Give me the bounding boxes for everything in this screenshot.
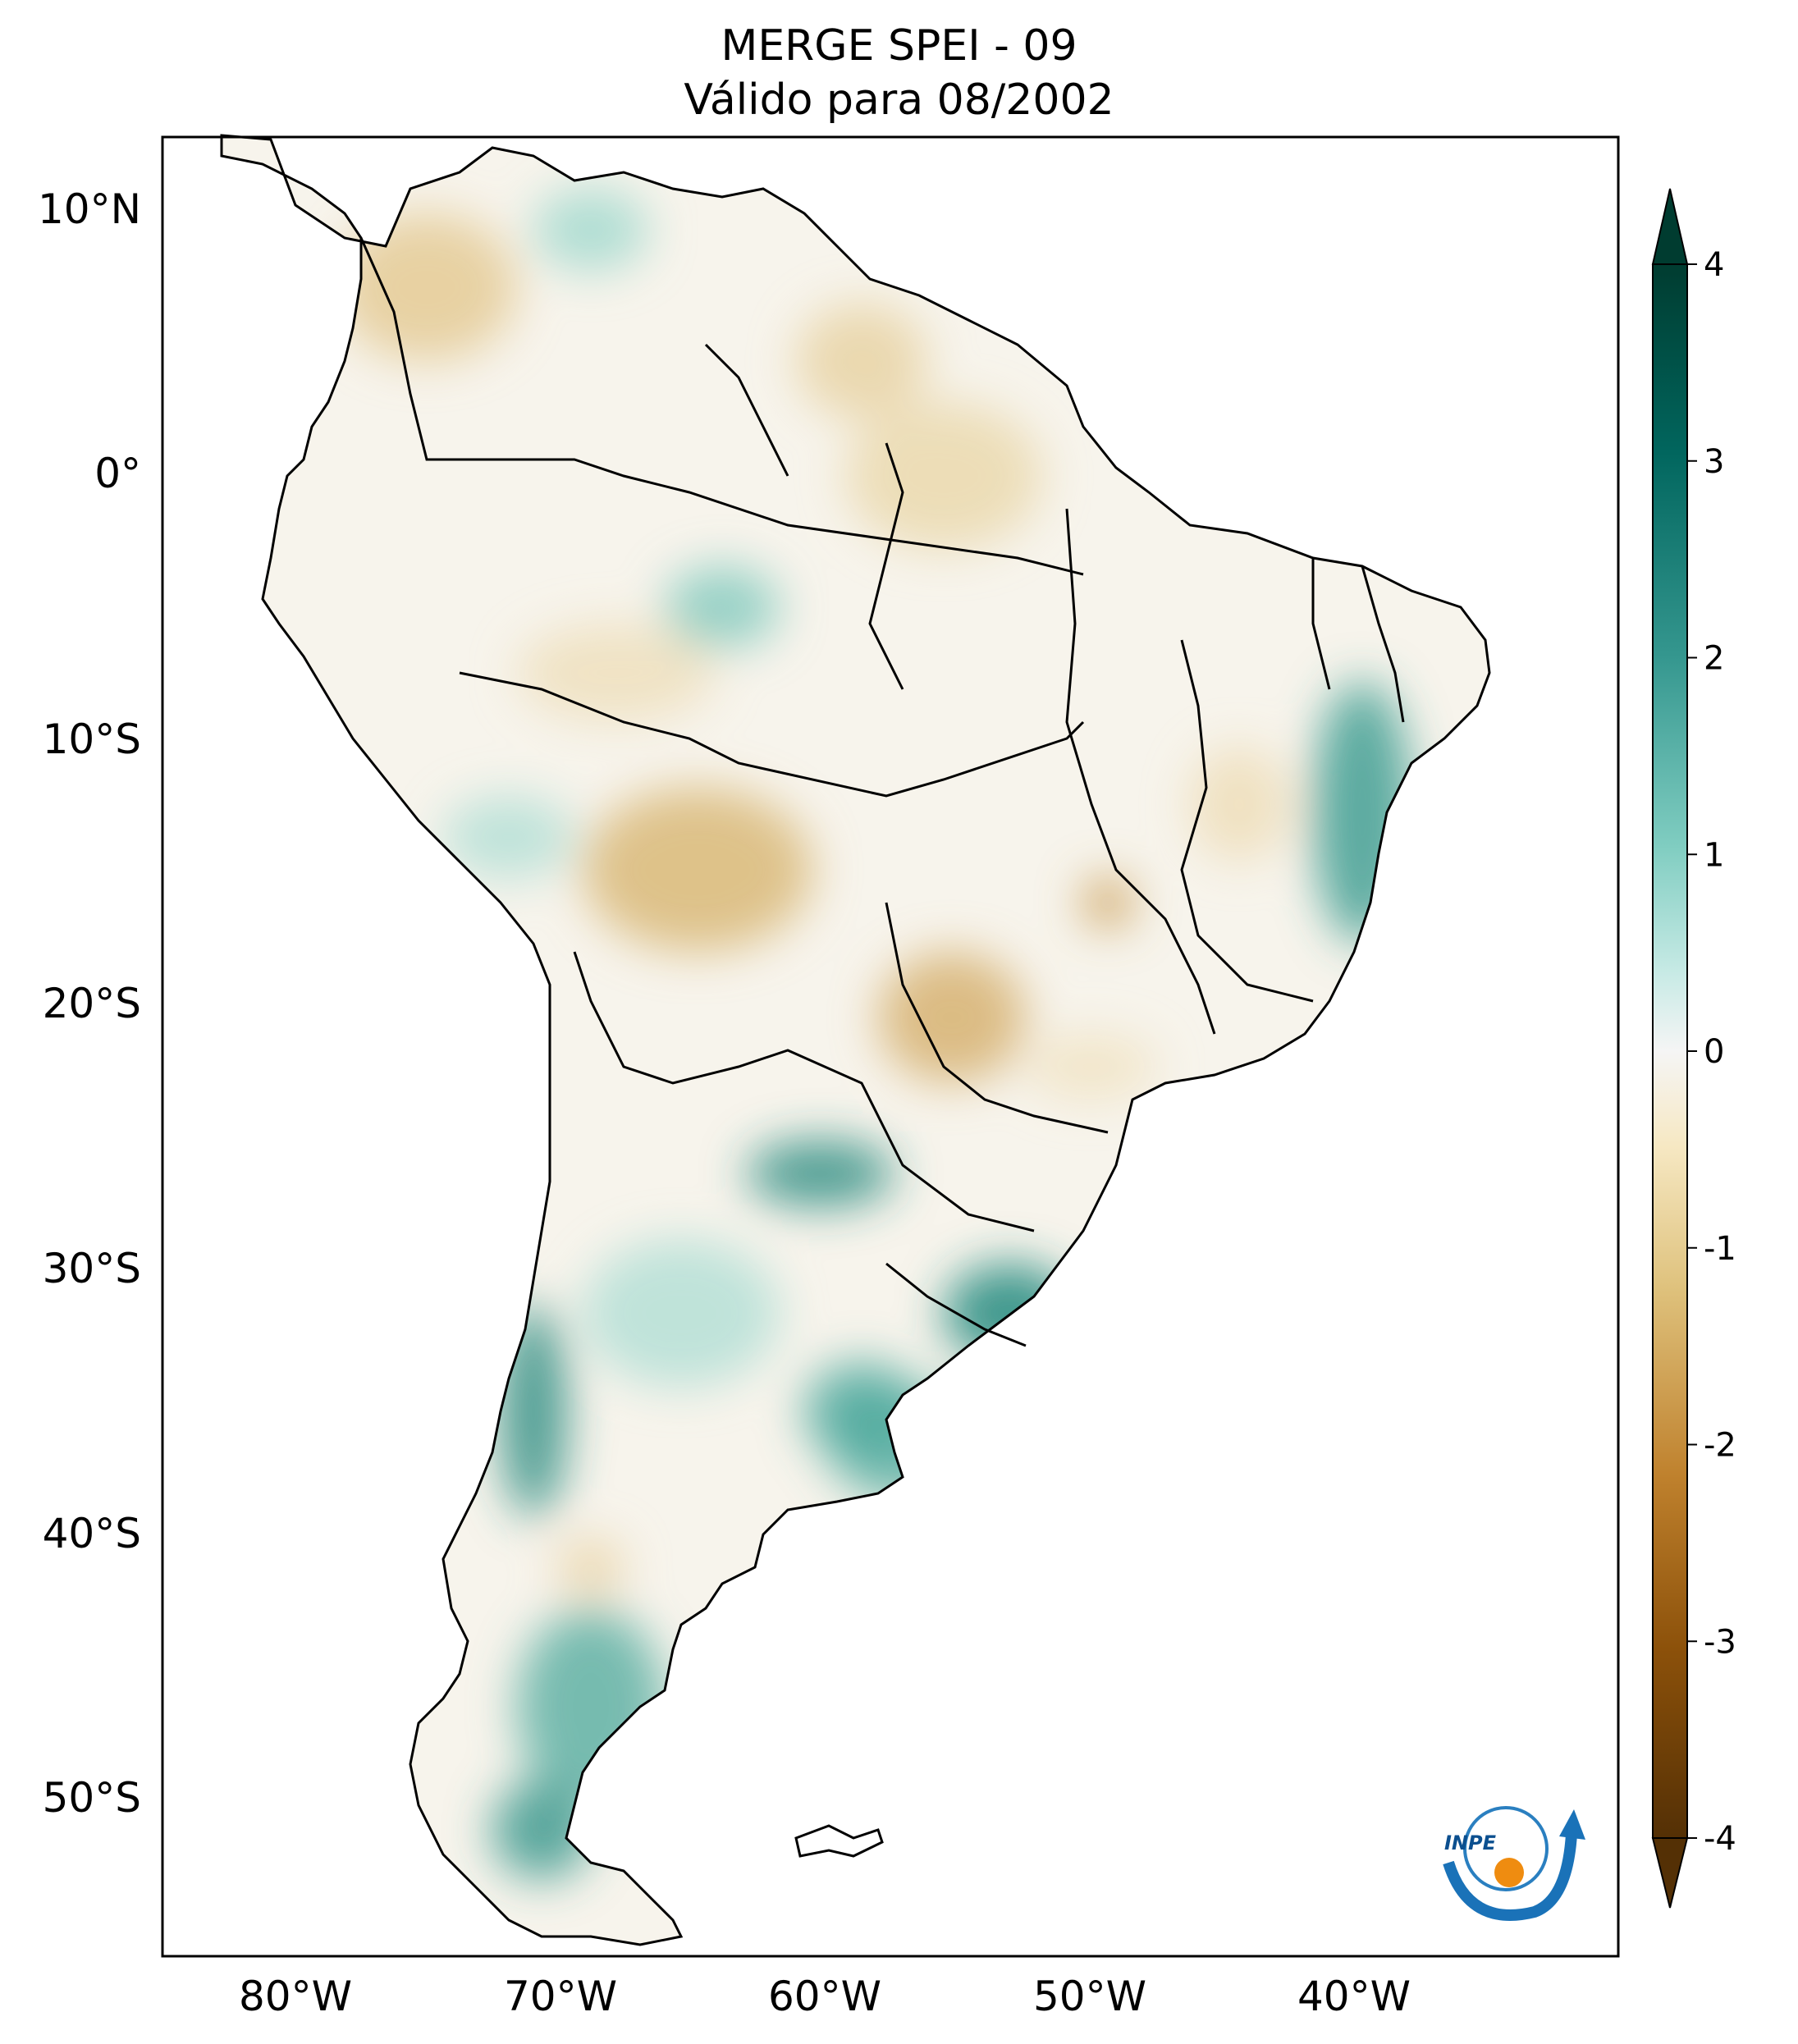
lat-tick-50s: 50°S — [43, 1774, 141, 1822]
colorbar-tick-label: 1 — [1704, 836, 1724, 874]
colorbar-tick-label: -4 — [1704, 1820, 1736, 1858]
lon-tick-80w: 80°W — [239, 1973, 352, 2020]
map-title-line2: Válido para 08/2002 — [684, 75, 1114, 125]
lat-tick-20s: 20°S — [43, 980, 141, 1027]
colorbar-bottom-extend — [1651, 1837, 1689, 1909]
lat-tick-0: 0° — [94, 450, 141, 497]
colorbar: 4 3 2 1 0 -1 -2 -3 -4 — [1651, 188, 1736, 1909]
colorbar-tick-label: 2 — [1704, 640, 1724, 678]
lon-tick-60w: 60°W — [768, 1973, 881, 2020]
colorbar-top-extend — [1651, 188, 1689, 265]
colorbar-tick-label: 4 — [1704, 246, 1724, 284]
lon-tick-labels: 80°W 70°W 60°W 50°W 40°W — [239, 1973, 1411, 2020]
lon-tick-70w: 70°W — [504, 1973, 617, 2020]
inpe-logo — [1443, 1806, 1585, 1921]
colorbar-tick-label: -1 — [1704, 1230, 1736, 1268]
inpe-logo-text: INPE — [1444, 1831, 1496, 1854]
spei-field — [222, 135, 1489, 1945]
map-frame — [161, 135, 1620, 1958]
lat-tick-30s: 30°S — [43, 1245, 141, 1292]
lon-tick-50w: 50°W — [1033, 1973, 1146, 2020]
lat-tick-10n: 10°N — [38, 185, 141, 233]
colorbar-tick-label: 3 — [1704, 443, 1724, 481]
map-title-line1: MERGE SPEI - 09 — [721, 21, 1077, 71]
colorbar-tick-label: -2 — [1704, 1427, 1736, 1465]
lon-tick-40w: 40°W — [1297, 1973, 1411, 2020]
colorbar-tick-label: -3 — [1704, 1623, 1736, 1661]
falkland-islands — [794, 1824, 884, 1858]
colorbar-scale — [1652, 263, 1688, 1839]
colorbar-tick-label: 0 — [1704, 1033, 1724, 1071]
lat-tick-40s: 40°S — [43, 1510, 141, 1557]
lat-tick-10s: 10°S — [43, 716, 141, 763]
boundaries — [220, 134, 1491, 1946]
lat-tick-labels: 10°N 0° 10°S 20°S 30°S 40°S 50°S — [38, 185, 141, 1822]
